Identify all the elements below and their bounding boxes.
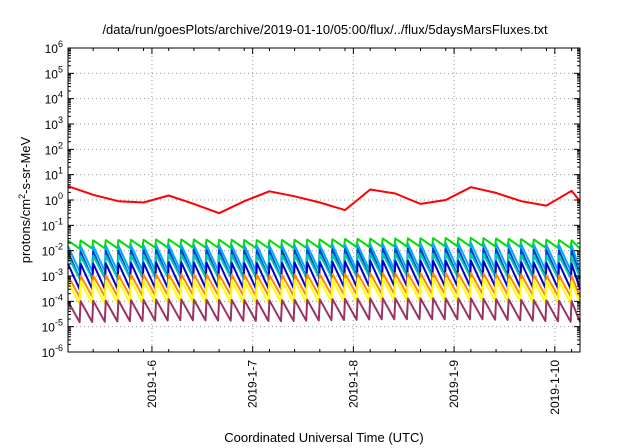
y-tick-base: 10	[42, 245, 56, 259]
y-tick-label: 103	[45, 115, 63, 132]
y-tick-exp: -4	[55, 292, 63, 302]
y-tick-exp: 2	[58, 140, 63, 150]
y-tick-label: 10-6	[42, 343, 63, 360]
y-tick-base: 10	[45, 118, 59, 132]
series-line-1	[67, 236, 581, 250]
y-axis-label-suffix: -s-sr-MeV	[18, 136, 33, 193]
y-tick-label: 101	[45, 166, 63, 183]
y-tick-exp: -5	[55, 318, 63, 328]
y-tick-exp: -6	[55, 343, 63, 353]
y-tick-label: 10-2	[42, 242, 63, 259]
x-tick-label: 2019-1-10	[548, 360, 562, 415]
y-tick-label: 10-1	[42, 216, 63, 233]
y-tick-base: 10	[42, 219, 56, 233]
x-tick-label: 2019-1-6	[145, 360, 159, 408]
x-axis-label: Coordinated Universal Time (UTC)	[224, 430, 423, 445]
y-tick-exp: 1	[58, 166, 63, 176]
y-tick-base: 10	[45, 169, 59, 183]
y-tick-base: 10	[42, 295, 56, 309]
series-line-0	[67, 185, 581, 215]
y-tick-base: 10	[42, 270, 56, 284]
y-tick-base: 10	[45, 194, 59, 208]
x-axis: 2019-1-6 2019-1-7 2019-1-8 2019-1-9 2019-1-1…	[67, 48, 573, 415]
y-tick-exp: 5	[58, 64, 63, 74]
y-tick-label: 10-5	[42, 318, 63, 335]
y-axis-label-prefix: protons/cm	[18, 199, 33, 263]
y-tick-base: 10	[45, 42, 59, 56]
y-tick-exp: -1	[55, 216, 63, 226]
chart-title: /data/run/goesPlots/archive/2019-01-10/0…	[102, 22, 548, 37]
x-tick-label: 2019-1-9	[447, 360, 461, 408]
y-tick-base: 10	[45, 143, 59, 157]
y-tick-exp: -2	[55, 242, 63, 252]
y-tick-base: 10	[45, 93, 59, 107]
y-tick-label: 100	[45, 191, 63, 208]
y-tick-label: 10-4	[42, 292, 63, 309]
series-line-7	[67, 277, 581, 305]
x-tick-label: 2019-1-8	[346, 360, 360, 408]
y-tick-exp: 3	[58, 115, 63, 125]
y-tick-label: 105	[45, 64, 63, 81]
series-group	[67, 185, 581, 324]
y-tick-label: 102	[45, 140, 63, 157]
y-tick-exp: 4	[58, 90, 63, 100]
y-tick-base: 10	[42, 321, 56, 335]
y-tick-exp: -3	[55, 267, 63, 277]
y-tick-base: 10	[42, 346, 56, 360]
y-tick-base: 10	[45, 67, 59, 81]
y-tick-label: 104	[45, 90, 63, 107]
y-axis-label: protons/cm2-s-sr-MeV	[17, 136, 33, 263]
y-axis: 10-610-510-410-310-210-11001011021031041…	[42, 39, 580, 360]
y-axis-label-sup: 2	[17, 194, 27, 199]
series-line-8	[67, 297, 581, 324]
y-tick-exp: 6	[58, 39, 63, 49]
y-tick-label: 106	[45, 39, 63, 56]
y-tick-exp: 0	[58, 191, 63, 201]
x-tick-label: 2019-1-7	[246, 360, 260, 408]
y-tick-label: 10-3	[42, 267, 63, 284]
